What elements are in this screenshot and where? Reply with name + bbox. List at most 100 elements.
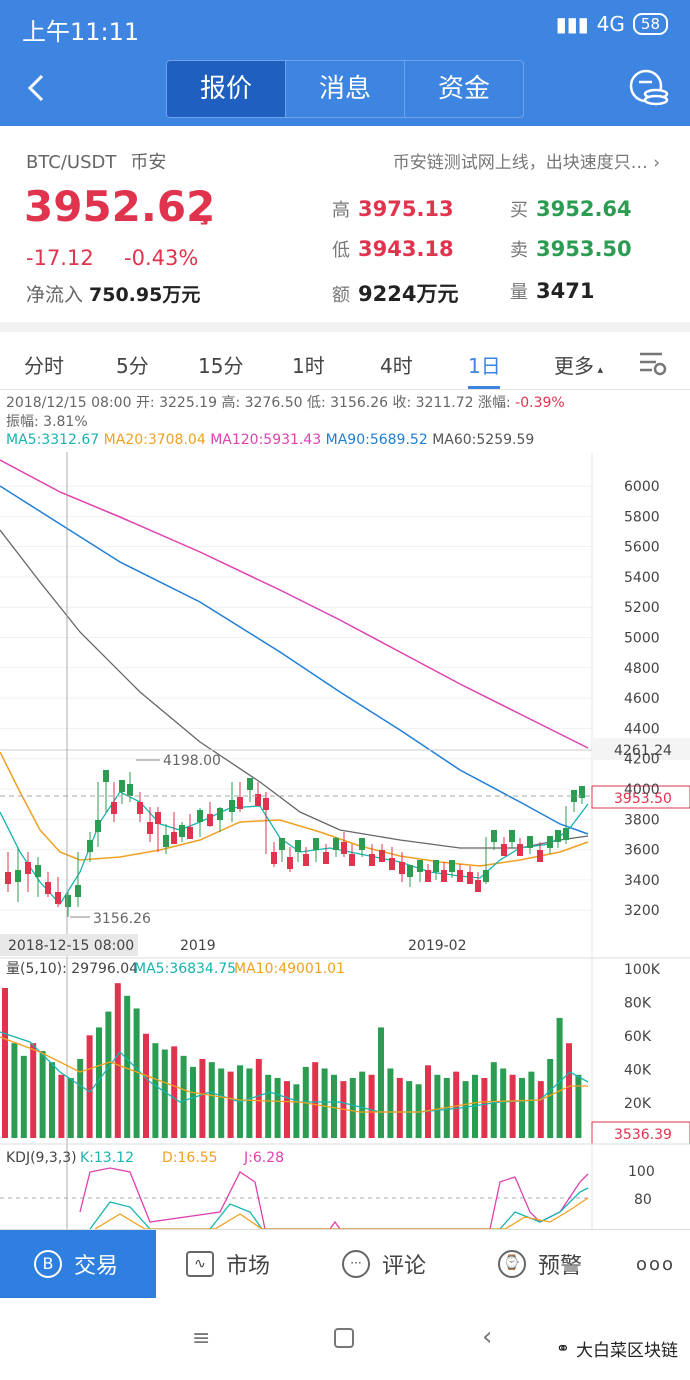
volume-bar: [11, 1043, 18, 1138]
alert-tab[interactable]: ⌚ 预警: [498, 1230, 582, 1298]
network-type: 4G: [596, 12, 625, 36]
chart-settings-icon[interactable]: [636, 346, 668, 378]
volume-bar: [143, 1033, 149, 1138]
more-button[interactable]: ooo: [636, 1253, 676, 1275]
status-bar: 上午11:11 ▮▮▮ 4G 58: [0, 0, 690, 52]
candle-body: [457, 870, 463, 882]
volume-bar: [274, 1077, 281, 1138]
volume-cell: 量 3471: [510, 278, 594, 304]
period-tab-1d[interactable]: 1日: [468, 354, 501, 378]
period-tabs: 分时 5分 15分 1时 4时 1日 更多 ▴: [0, 332, 690, 390]
candle-body: [247, 778, 253, 790]
volume-bar: [58, 1074, 65, 1138]
candle-body: [399, 862, 405, 874]
candle-body: [425, 870, 431, 882]
period-tab-5m[interactable]: 5分: [116, 354, 149, 378]
price-tick: 4000: [624, 782, 660, 798]
back-nav-icon[interactable]: ‹: [482, 1322, 493, 1352]
quote-panel: BTC/USDT 币安 币安链测试网上线，出块速度只… › 3952.62 ↘ -…: [0, 126, 690, 322]
price-tick: 3600: [624, 843, 660, 859]
sell-cell: 卖 3953.50: [510, 236, 632, 262]
ohlc-line: 2018/12/15 08:00 开: 3225.19 高: 3276.50 低…: [6, 395, 516, 411]
trade-tab[interactable]: B 交易: [0, 1230, 156, 1298]
candle-body: [15, 870, 21, 882]
price-axis: 6000 5800 5600 5400 5200 5000 4800 4600 4400 4200…: [624, 479, 660, 919]
volume-bar: [77, 1059, 84, 1138]
price-tick: 3400: [624, 873, 660, 889]
period-tab-more[interactable]: 更多 ▴: [554, 350, 603, 379]
comment-tab[interactable]: ··· 评论: [342, 1230, 426, 1298]
volume-bar: [547, 1059, 554, 1138]
period-tab-15m[interactable]: 15分: [198, 354, 244, 378]
candle-body: [237, 797, 243, 809]
candle-body: [555, 830, 561, 842]
vol-ma10-label: MA10:49001.01: [234, 961, 345, 977]
alert-label: 预警: [538, 1254, 583, 1279]
volume-axis: 100K 80K 60K 40K 20K: [624, 962, 661, 1112]
ma5-line: [0, 791, 589, 906]
period-tab-timeshare[interactable]: 分时: [24, 354, 64, 378]
kline-chart[interactable]: 4261.24 3953.50 4198.00 3156.26 6000 5800…: [0, 452, 690, 1229]
comment-label: 评论: [382, 1254, 427, 1279]
inflow-label: 净流入: [26, 284, 84, 306]
volume-bar: [190, 1066, 196, 1138]
news-ticker[interactable]: 币安链测试网上线，出块速度只… ›: [393, 148, 660, 173]
volume-bar: [133, 1008, 140, 1138]
market-tab[interactable]: ∿ 市场: [186, 1230, 270, 1298]
volume-bars: [2, 983, 582, 1138]
volume-bar: [284, 1081, 290, 1138]
kdj-j-label: J:6.28: [243, 1150, 284, 1166]
candle-body: [207, 814, 213, 826]
system-nav-bar: ≡ ‹: [0, 1298, 690, 1380]
ma90-line: [0, 485, 589, 835]
tab-quote[interactable]: 报价: [167, 61, 286, 117]
candle-body: [179, 825, 185, 837]
period-tab-1h[interactable]: 1时: [292, 354, 325, 378]
candle-body: [491, 830, 497, 842]
ma120-label: MA120:5931.43: [210, 432, 322, 448]
volume-tick: 40K: [624, 1063, 652, 1079]
candle-body: [483, 870, 489, 882]
candle-body: [547, 836, 553, 848]
price-tick: 5600: [624, 540, 660, 556]
coins-icon[interactable]: [628, 68, 670, 110]
volume-bar: [2, 987, 8, 1138]
candle-body: [119, 780, 125, 792]
volume-bar: [556, 1017, 563, 1138]
buy-value: 3952.64: [536, 197, 632, 221]
candle-body: [313, 838, 319, 850]
kdj-d-line: [94, 1197, 589, 1229]
candle-body: [229, 800, 235, 812]
volume-value: 3471: [536, 279, 595, 303]
volume-bar: [415, 1084, 422, 1138]
tab-messages[interactable]: 消息: [286, 61, 405, 117]
volume-bar: [537, 1081, 544, 1138]
volume-bar: [519, 1077, 525, 1138]
candle-body: [509, 830, 515, 842]
price-tick: 5200: [624, 600, 660, 616]
volume-bar: [124, 995, 131, 1138]
ma120-line: [0, 459, 589, 749]
candle-body: [517, 844, 523, 856]
chart-grid: [0, 452, 593, 1229]
price-change-pct: -0.43%: [124, 246, 199, 270]
high-value: 3975.13: [358, 197, 454, 221]
candle-body: [441, 870, 447, 882]
candle-body: [467, 872, 473, 884]
volume-bar: [171, 1046, 178, 1138]
home-icon[interactable]: [334, 1328, 354, 1348]
volume-bar: [20, 1055, 27, 1138]
nav-tabs: 报价 消息 资金: [166, 60, 524, 118]
menu-icon[interactable]: ≡: [192, 1326, 211, 1351]
period-tab-4h[interactable]: 4时: [380, 354, 413, 378]
pair-name: BTC/USDT: [26, 152, 117, 173]
volume-bar: [368, 1074, 375, 1138]
candle-body: [25, 862, 31, 874]
candle-body: [417, 860, 423, 872]
pair-title: BTC/USDT 币安: [26, 148, 166, 174]
candle-body: [197, 810, 203, 822]
tab-funds[interactable]: 资金: [437, 74, 490, 104]
candle-body: [379, 850, 385, 862]
back-icon[interactable]: [18, 68, 58, 108]
candle-body: [303, 854, 309, 866]
